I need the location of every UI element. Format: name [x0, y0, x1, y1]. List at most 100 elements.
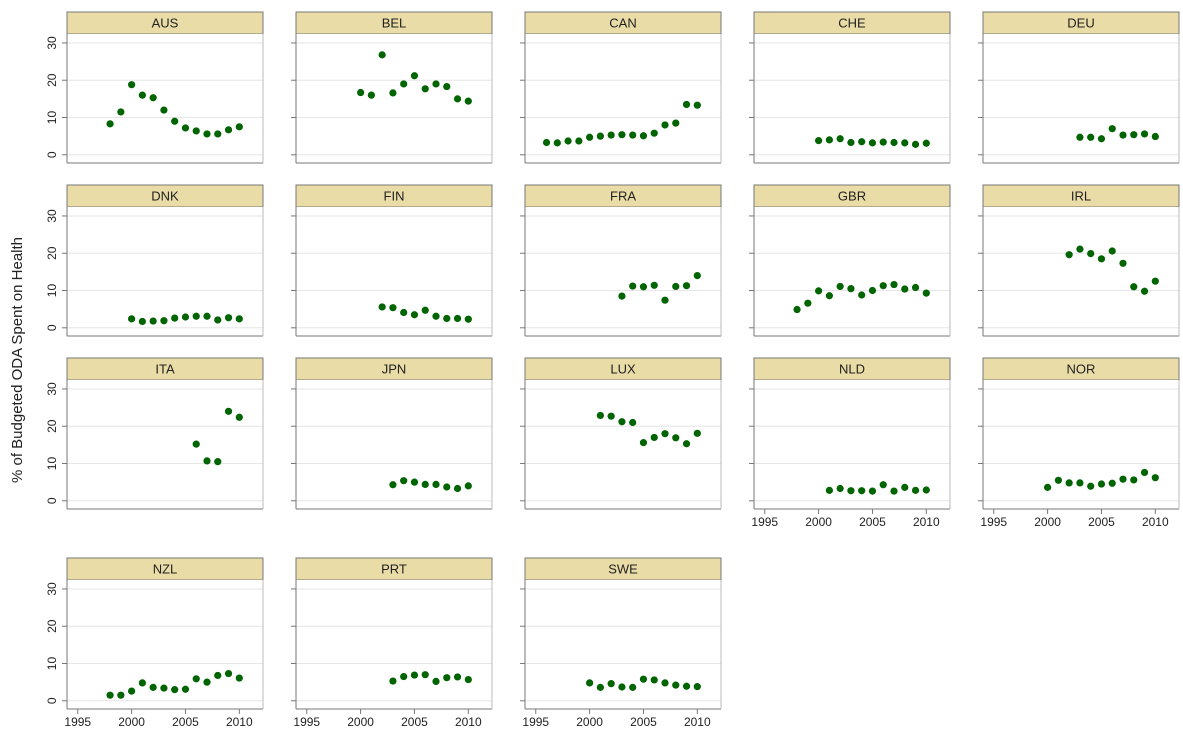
point	[181, 685, 190, 693]
point	[432, 312, 440, 320]
point	[922, 289, 930, 297]
point	[453, 314, 462, 323]
y-tick-label: 10	[45, 457, 59, 471]
panel-title: NOR	[1067, 361, 1096, 376]
plot-area	[296, 34, 492, 163]
point	[214, 458, 222, 466]
x-tick-label: 2005	[630, 715, 657, 729]
panel: SWE 1995 2000 2005 2010	[520, 557, 722, 729]
point	[661, 679, 669, 687]
x-tick-label: 2010	[913, 515, 940, 529]
point	[367, 91, 375, 99]
point	[235, 674, 243, 682]
x-tick-label: 1995	[522, 715, 549, 729]
point	[858, 291, 866, 299]
point	[1151, 132, 1159, 141]
point	[661, 296, 669, 304]
point	[542, 138, 551, 147]
point	[1097, 480, 1106, 488]
panel-title: NLD	[839, 361, 865, 376]
x-tick-label: 2005	[172, 715, 199, 729]
x-tick-label: 1995	[64, 715, 91, 729]
point	[128, 81, 136, 89]
x-tick-label: 1995	[751, 515, 778, 529]
point	[453, 95, 462, 103]
y-tick-label: 0	[45, 697, 59, 704]
point	[149, 94, 157, 102]
panel-title: JPN	[382, 361, 407, 376]
point	[858, 138, 866, 146]
point	[639, 132, 648, 140]
point	[432, 480, 440, 488]
panel: FRA	[520, 184, 722, 337]
point	[181, 313, 190, 321]
point	[607, 680, 615, 688]
point	[836, 135, 844, 143]
y-tick-label: 30	[45, 382, 59, 396]
panel: CAN	[520, 11, 722, 164]
point	[1140, 287, 1149, 295]
point	[672, 681, 680, 689]
plot-area	[754, 207, 950, 336]
point	[1130, 476, 1138, 484]
plot-area	[296, 580, 492, 709]
panel: NZL 0 10 20 30 1995 2000 2005 2010	[45, 557, 264, 729]
point	[693, 101, 701, 109]
point	[181, 124, 190, 132]
point	[432, 80, 440, 88]
point	[106, 120, 114, 128]
point	[836, 484, 844, 493]
point	[629, 683, 637, 691]
point	[453, 673, 462, 681]
point	[357, 88, 365, 97]
point	[847, 138, 855, 147]
point	[618, 292, 626, 300]
point	[815, 287, 823, 295]
point	[890, 138, 898, 147]
panel-title: FIN	[384, 188, 405, 203]
point	[410, 478, 419, 486]
point	[661, 430, 669, 438]
point	[160, 317, 168, 325]
point	[618, 683, 626, 691]
panel: LUX	[520, 357, 722, 510]
point	[868, 487, 877, 495]
panel-title: IRL	[1071, 188, 1091, 203]
point	[1130, 283, 1138, 291]
point	[629, 418, 637, 427]
y-tick-label: 10	[45, 657, 59, 671]
point	[1140, 130, 1149, 138]
point	[1108, 125, 1116, 133]
point	[901, 139, 909, 147]
panel-title: NZL	[153, 561, 178, 576]
panel-title: GBR	[838, 188, 866, 203]
point	[847, 487, 855, 495]
point	[1044, 483, 1052, 491]
point	[117, 108, 125, 116]
panel: GBR	[749, 184, 951, 337]
point	[378, 51, 386, 59]
y-tick-label: 10	[45, 111, 59, 125]
point	[564, 137, 572, 145]
panel-title: SWE	[608, 561, 638, 576]
panel-title: PRT	[381, 561, 407, 576]
point	[825, 136, 833, 144]
plot-area	[983, 207, 1179, 336]
point	[682, 682, 691, 690]
point	[639, 283, 648, 291]
point	[192, 312, 200, 320]
point	[453, 484, 462, 493]
y-tick-label: 20	[45, 246, 59, 260]
point	[879, 138, 887, 146]
point	[693, 683, 701, 691]
point	[1119, 131, 1127, 139]
point	[1087, 482, 1095, 490]
point	[682, 440, 691, 448]
point	[1151, 277, 1159, 285]
point	[1065, 251, 1073, 259]
point	[410, 72, 419, 80]
point	[607, 412, 615, 420]
point	[160, 106, 168, 114]
point	[389, 677, 397, 685]
